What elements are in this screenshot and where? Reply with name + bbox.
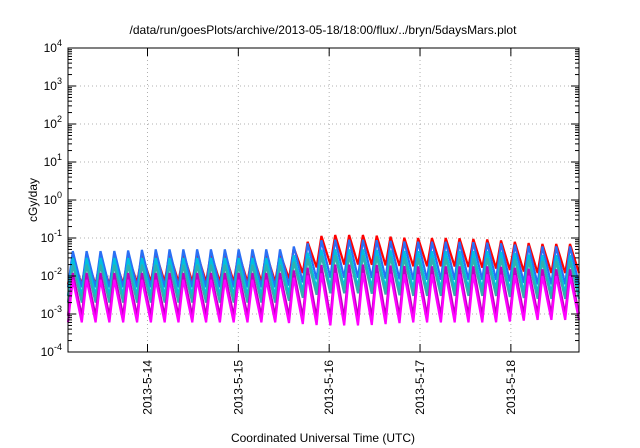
y-tick-label: 103 <box>44 76 62 93</box>
x-tick-label: 2013-5-16 <box>322 360 336 415</box>
series-line-6 <box>66 272 581 326</box>
y-tick-label: 10-4 <box>41 342 62 359</box>
series-group <box>66 234 581 326</box>
y-tick-label: 100 <box>44 190 62 207</box>
chart-title: /data/run/goesPlots/archive/2013-05-18/1… <box>130 23 518 37</box>
y-tick-label: 101 <box>44 152 62 169</box>
y-tick-label: 102 <box>44 114 62 131</box>
y-axis-label: cGy/day <box>26 178 40 222</box>
y-tick-label: 104 <box>44 38 62 55</box>
y-tick-label: 10-2 <box>41 266 62 283</box>
y-tick-label: 10-3 <box>41 304 62 321</box>
y-axis: 10-4 10-3 10-2 10-1 100 101 102 103 104 <box>41 38 579 359</box>
series-line-4 <box>66 255 581 303</box>
grid <box>68 48 579 352</box>
x-tick-label: 2013-5-17 <box>413 360 427 415</box>
x-tick-label: 2013-5-14 <box>140 360 154 415</box>
x-axis-label: Coordinated Universal Time (UTC) <box>231 431 415 445</box>
x-axis: 2013-5-14 2013-5-15 2013-5-16 2013-5-17 2013… <box>140 48 518 415</box>
x-tick-label: 2013-5-18 <box>504 360 518 415</box>
x-tick-label: 2013-5-15 <box>231 360 245 415</box>
y-tick-label: 10-1 <box>41 228 62 245</box>
